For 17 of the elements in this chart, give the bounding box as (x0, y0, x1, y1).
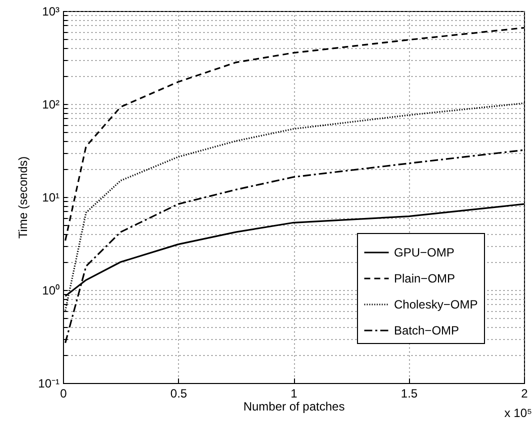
legend-label: Batch−OMP (394, 324, 460, 338)
y-tick-label: 10⁻¹ (38, 376, 60, 390)
y-axis-title: Time (seconds) (16, 156, 30, 239)
legend-label: GPU−OMP (394, 246, 454, 260)
x-tick-label: 0 (60, 386, 68, 400)
y-tick-label: 10² (42, 98, 60, 112)
y-tick-label: 10⁰ (42, 284, 60, 298)
y-tick-label: 10¹ (42, 190, 60, 204)
x-axis-title: Number of patches (243, 400, 345, 414)
x-tick-label: 2 (521, 386, 528, 400)
text: x 10⁵ (504, 406, 532, 420)
x-tick-label: 0.5 (170, 386, 188, 400)
legend-label: Cholesky−OMP (394, 298, 478, 312)
x-tick-label: 1 (290, 386, 298, 400)
y-tick-label: 10³ (42, 4, 60, 18)
legend-label: Plain−OMP (394, 272, 456, 286)
x-tick-label: 1.5 (400, 386, 418, 400)
